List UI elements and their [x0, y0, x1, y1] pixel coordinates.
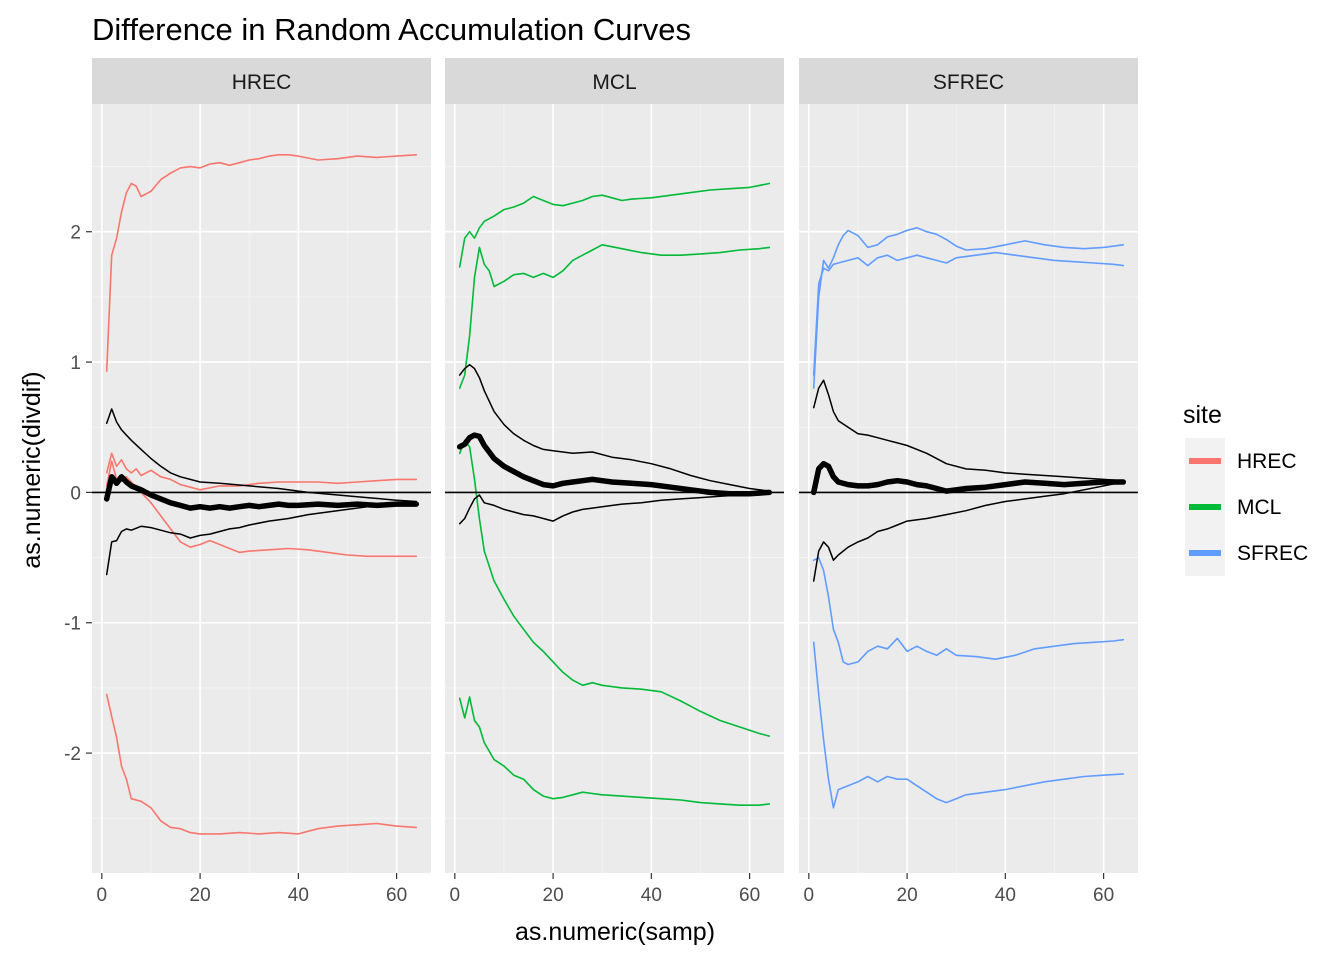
series-line-lower [812, 641, 1125, 809]
gridlines [799, 104, 1138, 873]
series-line-black-lower [105, 503, 418, 576]
x-tick-label: 20 [190, 885, 211, 906]
series-line-upper-mid [105, 452, 418, 491]
facet-panel-mcl: MCL 0 20 40 60 [445, 58, 784, 906]
series-line-black-mean [103, 474, 420, 511]
x-tick-label: 40 [288, 885, 309, 906]
x-tick-label: 60 [739, 885, 760, 906]
x-axis: 0 20 40 60 [804, 873, 1114, 906]
series-line-lower-mid [812, 556, 1125, 666]
series-line-black-upper [458, 363, 771, 492]
facet-strip [92, 58, 431, 104]
y-tick-label: 1 [70, 353, 81, 374]
x-axis: 0 20 40 60 [97, 873, 407, 906]
series-line-black-upper [812, 379, 1125, 482]
legend-label: SFREC [1237, 542, 1308, 565]
x-tick-label: 0 [97, 885, 108, 906]
y-axis-title: as.numeric(divdif) [18, 371, 46, 568]
series-group [456, 182, 773, 806]
y-tick-label: 2 [70, 223, 81, 244]
facet-strip-label: HREC [232, 71, 292, 94]
series-line-upper [458, 182, 771, 268]
legend: site HREC MCL SFREC [1183, 401, 1308, 576]
y-axis: -2 -1 0 1 2 [64, 223, 92, 765]
facet-strip-label: MCL [592, 71, 636, 94]
series-line-upper [105, 154, 418, 372]
series-line-upper [812, 227, 1125, 389]
x-tick-label: 60 [386, 885, 407, 906]
x-tick-label: 0 [450, 885, 461, 906]
x-tick-label: 20 [543, 885, 564, 906]
x-tick-label: 20 [897, 885, 918, 906]
series-line-black-mean [456, 432, 773, 497]
series-line-black-upper [105, 408, 418, 503]
plot-panel-background [445, 104, 784, 873]
series-group [810, 227, 1127, 809]
x-tick-label: 60 [1093, 885, 1114, 906]
series-line-upper-mid [458, 244, 771, 389]
x-axis-title: as.numeric(samp) [515, 918, 715, 946]
y-tick-label: -2 [64, 744, 81, 765]
series-line-black-lower [458, 491, 771, 525]
series-line-lower-mid [105, 460, 418, 558]
y-tick-label: -1 [64, 614, 81, 635]
series-line-black-lower [812, 481, 1125, 582]
legend-item-hrec: HREC [1185, 438, 1297, 484]
series-line-lower [105, 693, 418, 835]
series-line-lower [458, 696, 771, 806]
legend-label: MCL [1237, 496, 1281, 519]
legend-item-sfrec: SFREC [1185, 530, 1308, 576]
series-group [103, 154, 420, 835]
legend-label: HREC [1237, 450, 1297, 473]
facet-panels: HREC 0 20 40 60 -2 -1 0 1 2 MCL 0 20 40 60 SFREC 0 20 40 60 [64, 58, 1138, 906]
facet-panel-hrec: HREC 0 20 40 60 -2 -1 0 1 2 [64, 58, 431, 906]
x-axis: 0 20 40 60 [450, 873, 760, 906]
y-tick-label: 0 [70, 483, 81, 504]
x-tick-label: 0 [804, 885, 815, 906]
facet-strip-label: SFREC [933, 71, 1004, 94]
facet-panel-sfrec: SFREC 0 20 40 60 [799, 58, 1138, 906]
series-line-lower-mid [458, 439, 771, 737]
facet-strip [799, 58, 1138, 104]
legend-title: site [1183, 401, 1222, 429]
series-line-black-mean [810, 460, 1127, 496]
x-tick-label: 40 [641, 885, 662, 906]
series-line-upper-mid [812, 251, 1125, 376]
legend-item-mcl: MCL [1185, 484, 1281, 530]
facet-strip [445, 58, 784, 104]
x-tick-label: 40 [995, 885, 1016, 906]
chart-title: Difference in Random Accumulation Curves [92, 12, 691, 47]
